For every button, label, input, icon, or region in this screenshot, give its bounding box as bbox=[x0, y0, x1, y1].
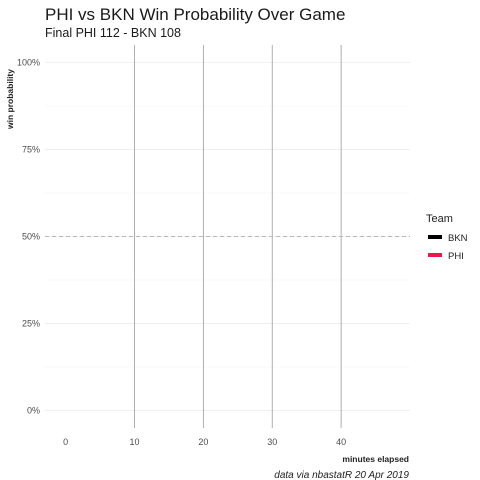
legend-item-bkn: BKN bbox=[428, 233, 468, 244]
y-tick-label: 0% bbox=[27, 406, 40, 416]
legend: Team BKN PHI bbox=[426, 213, 468, 262]
y-tick-label: 100% bbox=[17, 57, 40, 67]
minor-gridlines bbox=[45, 105, 410, 368]
legend-swatch-bkn bbox=[428, 235, 442, 239]
x-axis-label: minutes elapsed bbox=[342, 454, 409, 464]
y-axis-label: win probability bbox=[5, 69, 15, 130]
x-tick-label: 0 bbox=[63, 437, 68, 447]
y-axis-ticks: 0% 25% 50% 75% 100% bbox=[17, 57, 40, 415]
x-tick-label: 10 bbox=[130, 437, 140, 447]
x-tick-label: 20 bbox=[198, 437, 208, 447]
chart-subtitle: Final PHI 112 - BKN 108 bbox=[45, 26, 181, 40]
x-axis-ticks: 0 10 20 30 40 bbox=[63, 437, 346, 447]
legend-label-phi: PHI bbox=[448, 251, 464, 262]
y-tick-label: 75% bbox=[22, 144, 40, 154]
legend-swatch-phi bbox=[428, 253, 442, 257]
legend-title: Team bbox=[426, 213, 453, 225]
chart-title: PHI vs BKN Win Probability Over Game bbox=[45, 5, 345, 24]
caption: data via nbastatR 20 Apr 2019 bbox=[274, 470, 409, 480]
legend-label-bkn: BKN bbox=[448, 233, 468, 244]
legend-item-phi: PHI bbox=[428, 251, 464, 262]
y-tick-label: 25% bbox=[22, 319, 40, 329]
x-tick-label: 40 bbox=[336, 437, 346, 447]
y-tick-label: 50% bbox=[22, 232, 40, 242]
x-tick-label: 30 bbox=[267, 437, 277, 447]
